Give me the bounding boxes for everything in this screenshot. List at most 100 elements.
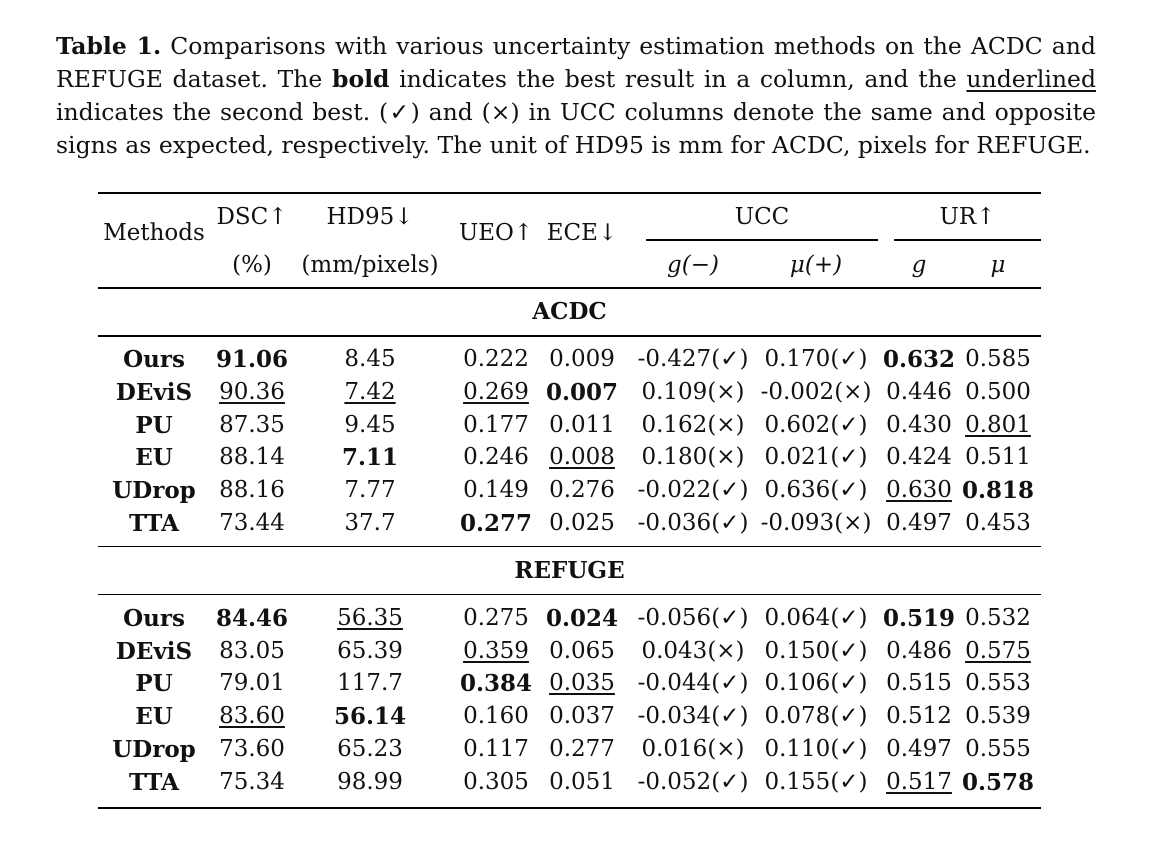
caption-text-2: indicates the best result in a column, a…	[389, 65, 967, 93]
header-ucc-g: g(−)	[667, 252, 719, 278]
cell-ueo: 0.246	[463, 444, 529, 471]
cell-ucc-g: -0.427(✓)	[637, 346, 749, 372]
cell-ece: 0.009	[549, 346, 615, 372]
cell-ece: 0.051	[549, 768, 615, 795]
cell-ece: 0.007	[545, 378, 619, 406]
cell-ur-g: 0.630	[886, 477, 952, 504]
cell-ur-mu: 0.578	[961, 768, 1035, 796]
ur-cmidrule	[894, 239, 1041, 241]
cell-ur-mu: 0.575	[965, 637, 1031, 664]
cell-method: PU	[135, 411, 173, 439]
caption-label: Table 1.	[56, 32, 162, 60]
cell-ucc-mu: 0.110(✓)	[764, 736, 868, 762]
cell-ur-mu: 0.539	[965, 703, 1031, 730]
cell-ece: 0.035	[549, 670, 615, 697]
cell-hd95: 37.7	[344, 510, 396, 536]
cell-ucc-mu: 0.106(✓)	[764, 670, 868, 697]
cell-ucc-g: 0.109(×)	[641, 378, 745, 405]
header-methods: Methods	[103, 220, 205, 246]
cell-ucc-g: -0.036(✓)	[637, 510, 749, 536]
cell-ucc-mu: 0.021(✓)	[764, 444, 868, 471]
cell-ur-mu: 0.553	[965, 670, 1031, 697]
cell-hd95: 7.42	[344, 378, 396, 405]
caption-text-1: Comparisons with various uncertainty est…	[56, 32, 1096, 93]
cell-ucc-mu: 0.064(✓)	[764, 604, 868, 631]
cell-ueo: 0.384	[459, 670, 533, 698]
cell-ur-mu: 0.555	[965, 736, 1031, 762]
cell-ucc-g: 0.016(×)	[641, 736, 745, 762]
cell-ur-mu: 0.511	[965, 444, 1031, 471]
cell-hd95: 7.11	[341, 444, 399, 472]
cell-dsc: 87.35	[219, 411, 285, 438]
cell-dsc: 79.01	[219, 670, 285, 697]
cell-ucc-g: 0.162(×)	[641, 411, 745, 438]
cell-method: Ours	[123, 604, 185, 632]
header-ucc: UCC	[734, 204, 790, 230]
cell-ece: 0.025	[549, 510, 615, 536]
cell-dsc: 73.44	[219, 510, 285, 536]
cell-ur-g: 0.497	[886, 736, 952, 762]
cell-dsc: 91.06	[215, 346, 289, 373]
cell-ucc-mu: -0.093(×)	[760, 510, 872, 536]
header-ur: UR↑	[939, 204, 996, 230]
caption-text-3: indicates the second best. (✓) and (×) i…	[56, 98, 1096, 159]
cell-ucc-g: -0.044(✓)	[637, 670, 749, 697]
cell-ur-mu: 0.818	[961, 477, 1035, 505]
section-rule	[98, 335, 1041, 337]
cell-ueo: 0.305	[463, 768, 529, 795]
caption-bold-word: bold	[332, 65, 390, 93]
cell-method: DEviS	[115, 378, 193, 406]
cell-ucc-mu: 0.078(✓)	[764, 703, 868, 730]
cell-ucc-g: -0.022(✓)	[637, 477, 749, 504]
cell-ueo: 0.269	[463, 378, 529, 405]
section-rule	[98, 593, 1041, 596]
cell-hd95: 56.14	[333, 703, 407, 731]
cell-ucc-mu: 0.150(✓)	[764, 637, 868, 664]
cell-ucc-g: -0.052(✓)	[637, 768, 749, 795]
cell-ece: 0.065	[549, 637, 615, 664]
cell-hd95: 65.39	[337, 637, 403, 664]
section-title: ACDC	[532, 298, 607, 325]
cell-method: PU	[135, 670, 173, 698]
ucc-cmidrule	[646, 239, 878, 241]
cell-ueo: 0.359	[463, 637, 529, 664]
cell-ucc-mu: 0.636(✓)	[764, 477, 868, 504]
cell-hd95: 98.99	[337, 768, 403, 795]
header-hd95: HD95↓	[326, 204, 414, 230]
cell-method: EU	[135, 444, 173, 472]
cell-ueo: 0.277	[459, 510, 533, 537]
cell-method: TTA	[129, 768, 179, 796]
cell-ucc-g: 0.180(×)	[641, 444, 745, 471]
cell-ucc-g: -0.056(✓)	[637, 604, 749, 631]
cell-ur-g: 0.512	[886, 703, 952, 730]
cell-ece: 0.276	[549, 477, 615, 504]
cell-hd95: 8.45	[344, 346, 396, 372]
header-ece: ECE↓	[546, 220, 618, 246]
cell-ueo: 0.275	[463, 604, 529, 631]
caption-underlined-word: underlined	[966, 65, 1096, 93]
cell-ur-g: 0.446	[886, 378, 952, 405]
cell-dsc: 73.60	[219, 736, 285, 762]
cell-dsc: 83.60	[219, 703, 285, 730]
cell-ueo: 0.149	[463, 477, 529, 504]
cell-method: Ours	[123, 346, 185, 373]
cell-ucc-g: -0.034(✓)	[637, 703, 749, 730]
cell-ur-mu: 0.453	[965, 510, 1031, 536]
header-hd95-unit: (mm/pixels)	[301, 252, 439, 278]
cell-ece: 0.011	[549, 411, 615, 438]
table-caption: Table 1. Comparisons with various uncert…	[56, 30, 1096, 162]
cell-ur-g: 0.430	[886, 411, 952, 438]
top-rule	[98, 192, 1041, 194]
cell-dsc: 84.46	[215, 604, 289, 632]
cell-dsc: 83.05	[219, 637, 285, 664]
cell-hd95: 56.35	[337, 604, 403, 631]
cell-ece: 0.008	[549, 444, 615, 471]
cell-hd95: 117.7	[337, 670, 403, 697]
cell-ueo: 0.160	[463, 703, 529, 730]
cell-ucc-mu: 0.170(✓)	[764, 346, 868, 372]
header-rule	[98, 287, 1041, 289]
bottom-rule	[98, 807, 1041, 809]
cell-ece: 0.277	[549, 736, 615, 762]
cell-ur-mu: 0.500	[965, 378, 1031, 405]
cell-ur-g: 0.497	[886, 510, 952, 536]
